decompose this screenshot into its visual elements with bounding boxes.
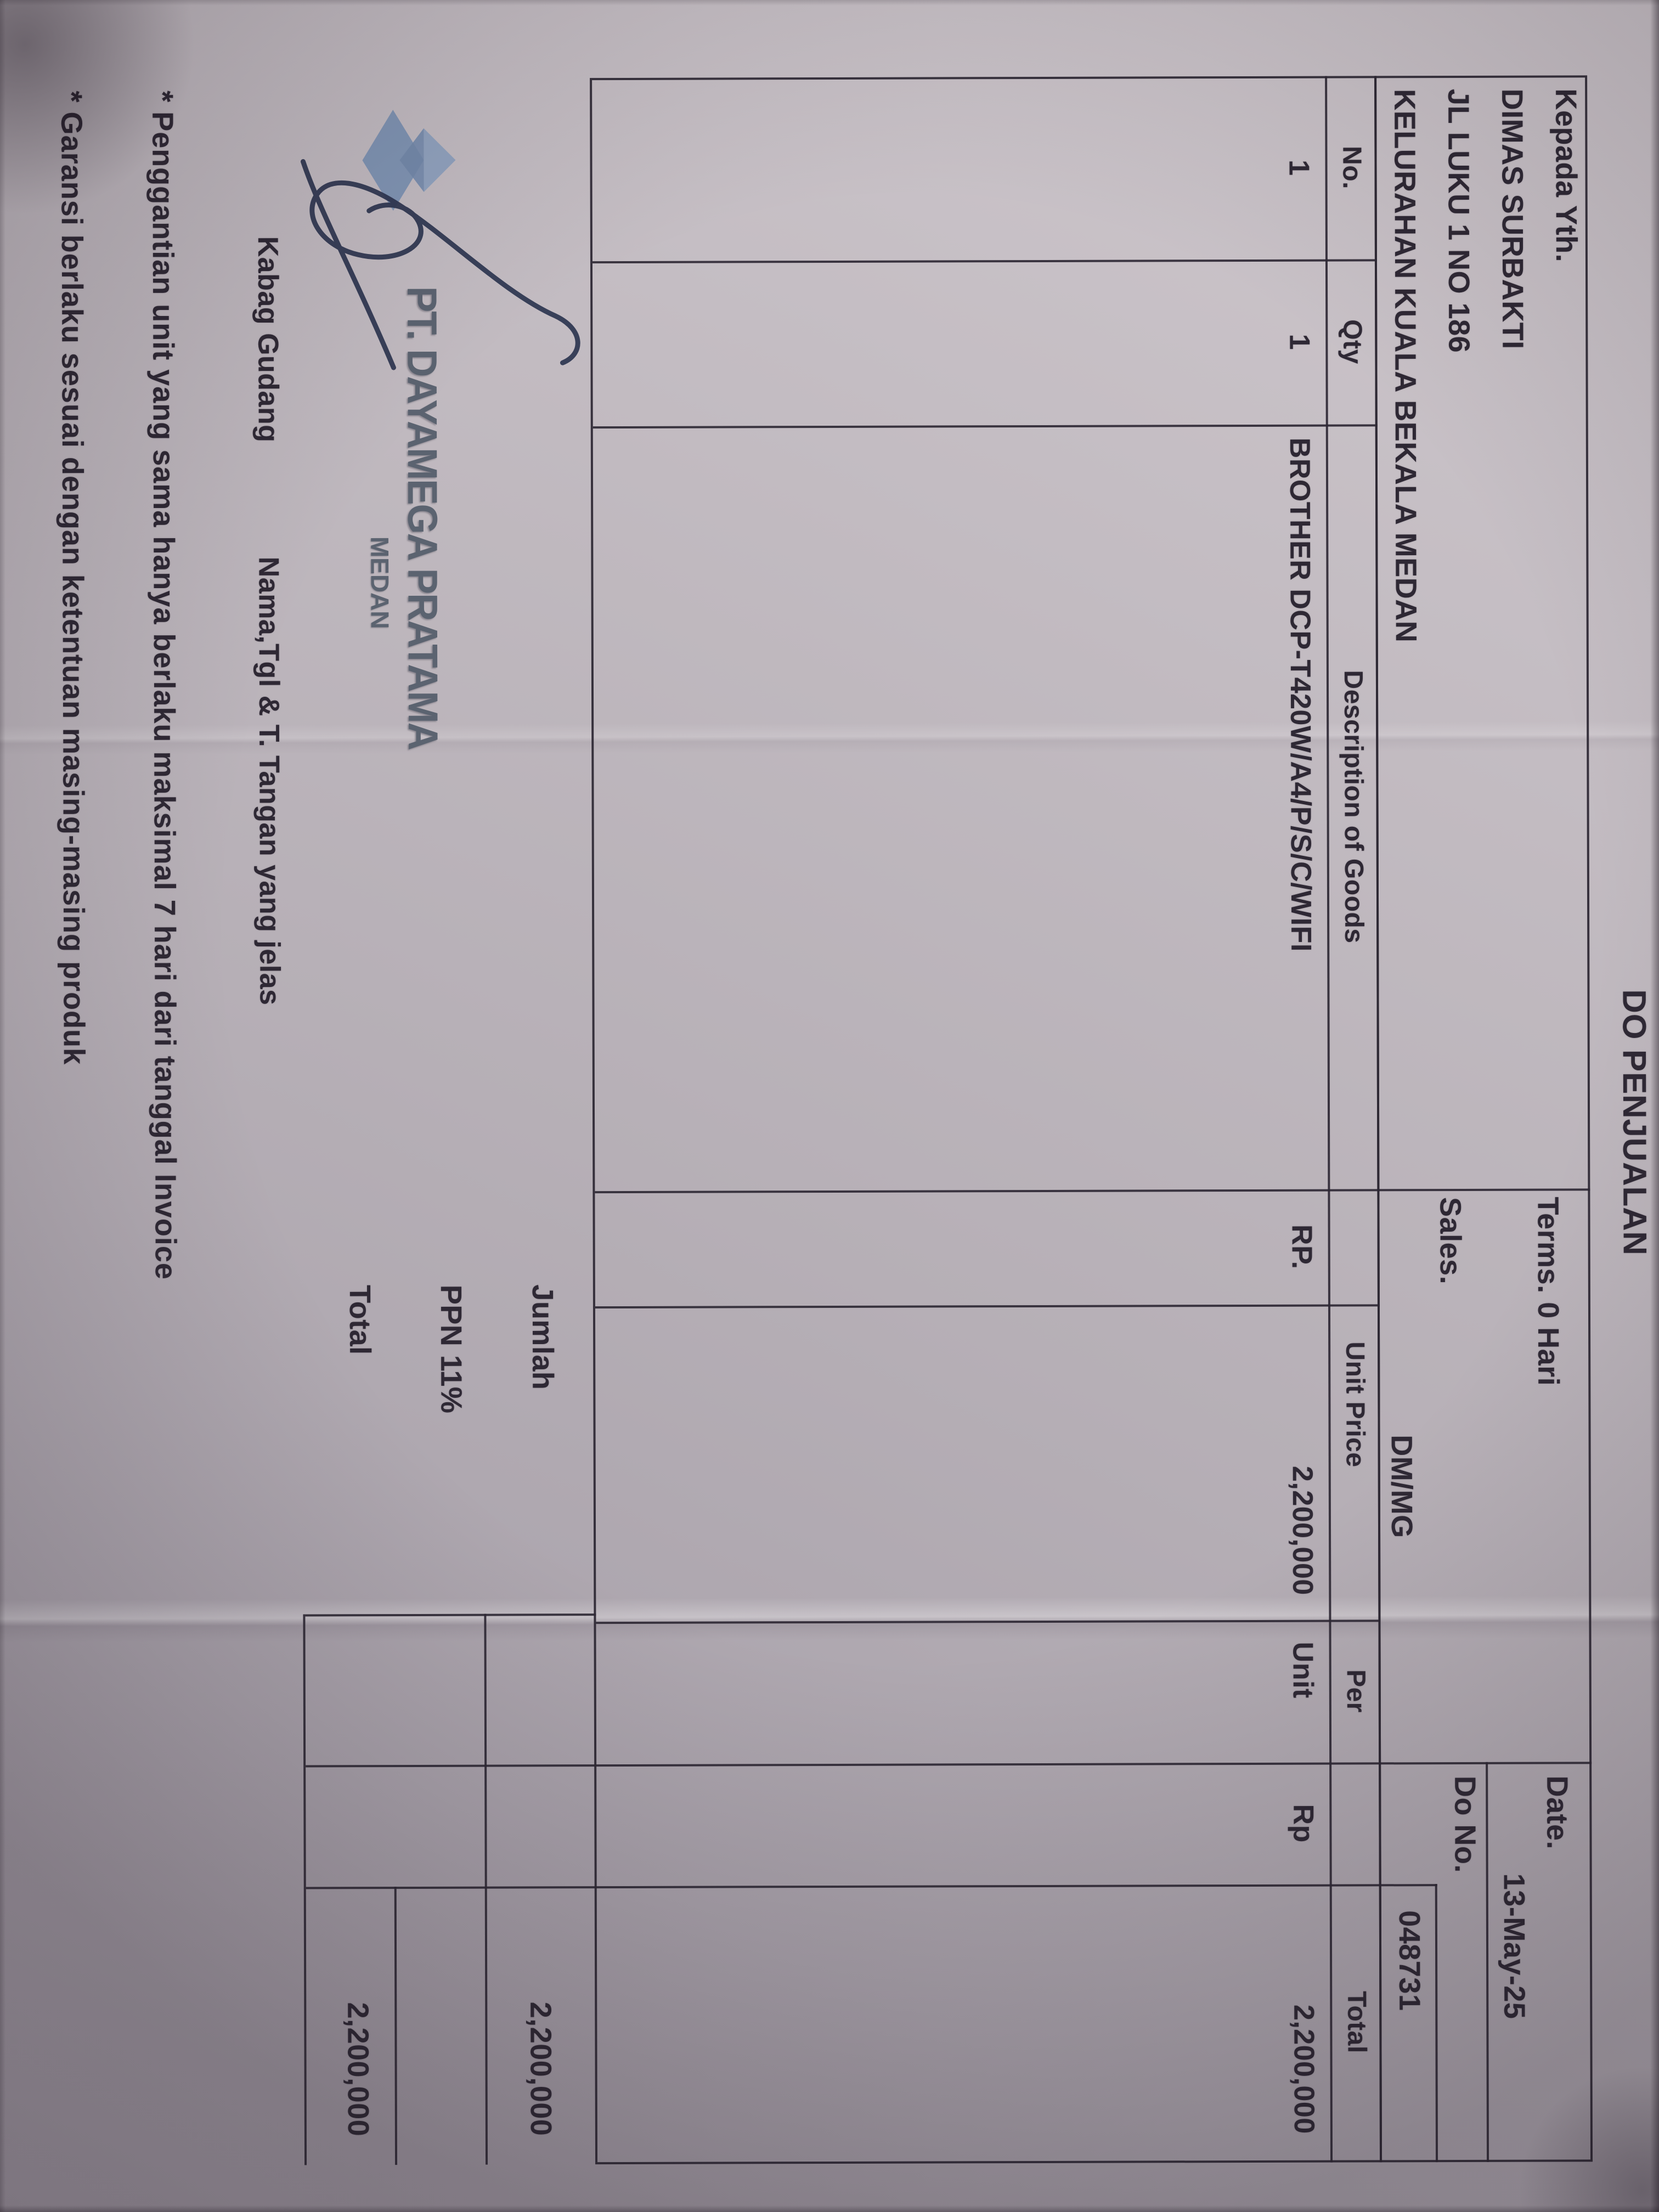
- col-header-description: Description of Goods: [1338, 670, 1369, 944]
- row-no: 1: [1283, 159, 1315, 176]
- sales-label: Sales.: [1434, 1197, 1467, 1285]
- row-unit-price: 2,200,000: [1286, 1465, 1319, 1595]
- sales-value: DM/MG: [1385, 1435, 1419, 1538]
- col-header-per: Per: [1341, 1669, 1370, 1713]
- kabag-gudang-caption: Kabag Gudang: [251, 236, 284, 443]
- recipient-name: DIMAS SURBAKTI: [1496, 88, 1530, 349]
- do-no-label: Do No.: [1448, 1775, 1482, 1874]
- summary-ppn-label: PPN 11%: [434, 1284, 468, 1414]
- row-description: BROTHER DCP-T420W/A4/P/S/C/WIFI: [1283, 437, 1317, 952]
- do-no-value: 048731: [1392, 1910, 1426, 2011]
- summary-bottom-line: [303, 1614, 307, 2165]
- summary-total-value: 2,200,000: [341, 2002, 375, 2137]
- company-city: MEDAN: [365, 536, 394, 629]
- row-per: Unit: [1286, 1641, 1319, 1699]
- col-header-no: No.: [1337, 146, 1367, 189]
- summary-jumlah-label: Jumlah: [526, 1284, 560, 1390]
- col-header-total: Total: [1342, 1991, 1372, 2053]
- footnote-replacement: * Penggantian unit yang sama hanya berla…: [146, 91, 182, 1280]
- recipient-label: Kepada Yth.: [1549, 88, 1583, 263]
- date-value: 13-May-25: [1497, 1873, 1531, 2019]
- items-table: [590, 76, 1383, 2165]
- row-total-currency: Rp: [1287, 1804, 1319, 1843]
- footnote-warranty: * Garansi berlaku sesuai dengan ketentua…: [55, 91, 91, 1065]
- summary-divider-1: [484, 1613, 488, 2165]
- row-currency: RP.: [1285, 1224, 1318, 1269]
- summary-left-line: [305, 1613, 596, 1617]
- col-header-unit-price: Unit Price: [1340, 1341, 1370, 1468]
- document-title: DO PENJUALAN: [1616, 989, 1654, 1256]
- signature-ink: [300, 159, 580, 370]
- date-label: Date.: [1541, 1775, 1574, 1850]
- row-total: 2,200,000: [1288, 2004, 1320, 2134]
- recipient-address-line1: JL LUKU 1 NO 186: [1442, 88, 1476, 353]
- recipient-address-line2: KELURAHAN KUALA BEKALA MEDAN: [1388, 89, 1423, 643]
- col-header-qty: Qty: [1338, 319, 1367, 364]
- summary-jumlah-value: 2,200,000: [524, 2001, 557, 2136]
- row-qty: 1: [1283, 334, 1316, 351]
- summary-divider-2: [394, 1887, 398, 2165]
- company-logo-diamond-icon: [362, 110, 456, 211]
- summary-total-label: Total: [343, 1285, 377, 1355]
- terms-text: Terms. 0 Hari: [1531, 1197, 1565, 1386]
- nama-ttd-caption: Nama,Tgl & T. Tangan yang jelas: [252, 556, 286, 1006]
